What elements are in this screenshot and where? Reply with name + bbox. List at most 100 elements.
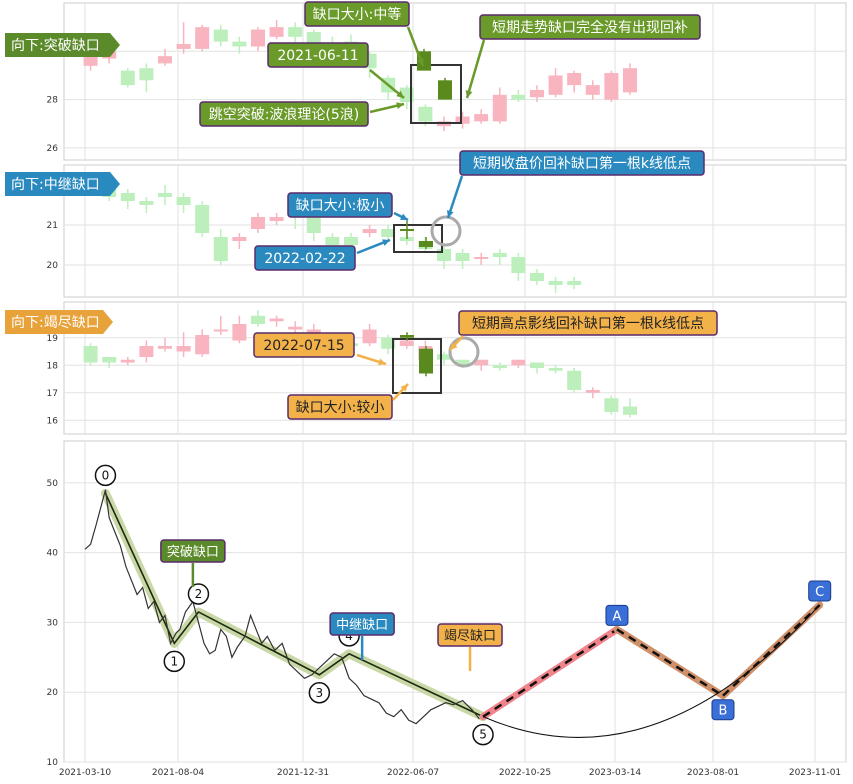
gap-note-label-box — [479, 14, 701, 40]
y-tick-label: 20 — [47, 688, 59, 698]
wave-theory-label-box — [199, 101, 369, 127]
candle-body — [232, 41, 247, 47]
candle-body — [250, 217, 265, 229]
gap-note-label: 短期收盘价回补缺口第一根k线低点 — [473, 155, 691, 172]
gap-label: 突破缺口 — [167, 544, 219, 560]
gap-size-label: 缺口大小:中等 — [313, 6, 402, 23]
gap-date-label: 2022-02-22 — [264, 251, 345, 267]
candle-body — [474, 257, 489, 259]
projection-label: B — [719, 704, 728, 719]
wave-label: 0 — [102, 468, 110, 482]
wave-marker — [187, 583, 210, 605]
wave-label: 5 — [479, 728, 487, 742]
gap-fill-circle — [430, 215, 462, 247]
panel-frame — [63, 301, 847, 435]
gap-date-label: 2022-07-15 — [263, 338, 344, 354]
candle-body — [492, 94, 507, 122]
panel-badge — [5, 172, 120, 196]
candle-body — [529, 89, 544, 98]
y-tick-label: 17 — [47, 389, 58, 399]
candle-body — [455, 116, 470, 124]
candle-body — [232, 237, 247, 241]
gap-size-label: 缺口大小:较小 — [296, 400, 385, 416]
y-tick-label: 28 — [47, 96, 59, 106]
candle-body — [436, 249, 451, 261]
gap-candle-body — [419, 348, 433, 374]
annotation-arrowhead — [417, 58, 424, 66]
x-tick-label: 2023-08-01 — [687, 768, 739, 778]
candle-body — [604, 73, 619, 100]
x-tick-label: 2023-03-14 — [589, 768, 642, 778]
candle-body — [529, 362, 544, 368]
candle-body — [306, 31, 321, 45]
candle-body — [548, 368, 563, 371]
candle-body — [120, 193, 135, 201]
y-tick-label: 21 — [47, 221, 58, 231]
x-tick-label: 2021-03-10 — [59, 768, 112, 778]
gap-note-label: 短期高点影线回补缺口第一根k线低点 — [472, 315, 704, 332]
candle-body — [83, 346, 98, 363]
annotation-arrow — [465, 39, 486, 99]
candle-body — [474, 114, 489, 122]
y-tick-label: 18 — [47, 361, 59, 371]
annotation-arrowhead — [450, 342, 458, 350]
wave-theory-label: 跳空突破:波浪理论(5浪) — [209, 107, 360, 123]
x-tick-label: 2021-12-31 — [277, 768, 329, 778]
candle-body — [381, 229, 396, 237]
candle-body — [622, 68, 637, 93]
candle-body — [418, 106, 433, 122]
gap-size-label-box — [287, 192, 393, 218]
projection-line — [482, 628, 618, 718]
projection-marker — [808, 580, 832, 602]
y-tick-label: 16 — [47, 416, 59, 426]
gap-box — [393, 224, 443, 253]
gap-label-box — [160, 539, 226, 563]
candle-body — [529, 273, 544, 281]
y-tick-label: 40 — [47, 549, 59, 559]
candle-body — [288, 27, 303, 37]
projection-label: A — [613, 609, 622, 624]
candle-body — [250, 315, 265, 324]
gap-box — [410, 64, 462, 124]
candle-body — [567, 73, 582, 86]
gap-box — [392, 338, 442, 394]
panel-frame — [63, 164, 847, 298]
candle-body — [548, 75, 563, 95]
candle-body — [176, 197, 191, 205]
candle-body — [381, 337, 396, 349]
projection-marker — [711, 699, 735, 721]
annotation-arrowhead — [465, 90, 473, 98]
gap-size-label: 缺口大小:极小 — [296, 198, 385, 214]
candle-body — [195, 335, 210, 355]
candle-body — [567, 370, 582, 390]
x-tick-label: 2022-06-07 — [387, 768, 439, 778]
x-tick-label: 2023-11-01 — [789, 768, 841, 778]
gap-fill-circle — [448, 336, 480, 368]
panel-badge-text: 向下:突破缺口 — [11, 38, 100, 54]
y-tick-label: 19 — [47, 334, 59, 344]
annotation-arrowhead — [400, 384, 408, 392]
gap-size-label-box — [304, 1, 410, 27]
candle-body — [213, 329, 228, 332]
gap-size-label-box — [287, 394, 393, 420]
candle-body — [195, 27, 210, 49]
candle-body — [567, 281, 582, 285]
annotation-arrow — [369, 69, 405, 99]
candle-body — [139, 68, 154, 81]
candle-body — [548, 281, 563, 285]
annotation-arrowhead — [378, 358, 386, 366]
wave-label: 1 — [170, 654, 178, 668]
projection-label: C — [815, 585, 824, 600]
candle-body — [511, 257, 526, 273]
candle-body — [436, 354, 451, 360]
wave-label: 4 — [345, 629, 353, 643]
candle-body — [585, 85, 600, 95]
gap-note-label-box — [458, 310, 718, 336]
candle-body — [269, 27, 284, 37]
y-tick-label: 26 — [47, 144, 59, 154]
annotation-arrowhead — [446, 210, 454, 218]
y-tick-label: 30 — [47, 618, 59, 628]
gap-date-label: 2021-06-11 — [277, 48, 358, 64]
gap-label-box — [329, 612, 395, 636]
candle-body — [288, 326, 303, 330]
